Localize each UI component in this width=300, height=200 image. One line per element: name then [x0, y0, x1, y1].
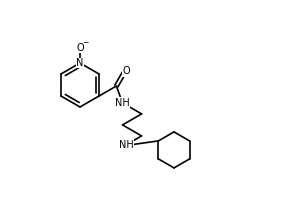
Text: O: O — [123, 66, 130, 76]
Text: O: O — [76, 43, 84, 53]
Text: N: N — [76, 58, 84, 68]
Text: NH: NH — [118, 140, 134, 150]
Text: NH: NH — [115, 98, 130, 108]
Text: −: − — [82, 38, 88, 47]
